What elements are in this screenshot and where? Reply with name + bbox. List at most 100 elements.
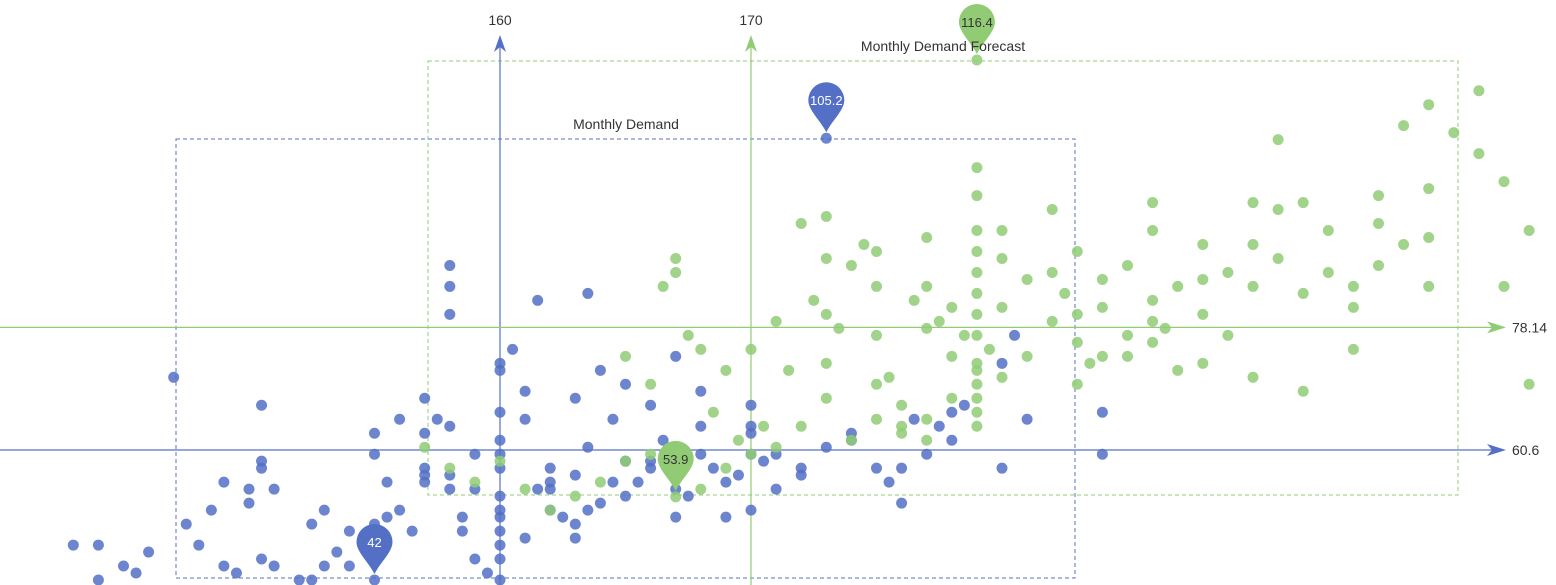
series-1-point[interactable] <box>682 490 694 502</box>
series-2-point[interactable] <box>1222 329 1234 341</box>
series-1-point[interactable] <box>444 420 456 432</box>
series-1-point[interactable] <box>883 476 895 488</box>
series-2-point[interactable] <box>908 294 920 306</box>
series-1-point[interactable] <box>820 441 832 453</box>
series-2-point[interactable] <box>1071 378 1083 390</box>
series-1-point[interactable] <box>205 504 217 516</box>
series-2-point[interactable] <box>1159 322 1171 334</box>
series-2-point[interactable] <box>971 225 983 237</box>
series-1-point[interactable] <box>130 567 142 579</box>
series-2-point[interactable] <box>1071 245 1083 257</box>
series-2-point[interactable] <box>770 441 782 453</box>
series-1-point[interactable] <box>193 539 205 551</box>
series-1-point[interactable] <box>256 399 268 411</box>
series-1-point[interactable] <box>92 539 104 551</box>
series-2-point[interactable] <box>971 162 983 174</box>
series-2-point[interactable] <box>1297 287 1309 299</box>
series-2-point[interactable] <box>971 420 983 432</box>
series-1-point[interactable] <box>620 490 631 502</box>
series-1-point[interactable] <box>582 441 594 453</box>
series-2-point[interactable] <box>820 308 832 320</box>
series-2-point[interactable] <box>871 378 882 390</box>
series-2-point[interactable] <box>707 406 719 418</box>
series-2-point[interactable] <box>1122 350 1133 362</box>
series-2-point[interactable] <box>996 301 1008 313</box>
series-2-point[interactable] <box>758 420 770 432</box>
series-2-point[interactable] <box>783 364 795 376</box>
series-2-point[interactable] <box>444 462 456 474</box>
series-2-point[interactable] <box>745 448 757 460</box>
series-1-point[interactable] <box>343 560 355 572</box>
series-1-point[interactable] <box>996 462 1008 474</box>
series-2-point[interactable] <box>820 211 832 223</box>
series-1-point[interactable] <box>381 476 393 488</box>
series-1-point[interactable] <box>431 413 443 425</box>
series-1-point[interactable] <box>720 476 732 488</box>
series-2-point[interactable] <box>1147 336 1159 348</box>
series-1-point[interactable] <box>582 287 594 299</box>
series-2-point[interactable] <box>695 483 707 495</box>
series-2-point[interactable] <box>732 434 744 446</box>
series-1-point[interactable] <box>444 483 456 495</box>
series-2-point[interactable] <box>1197 273 1209 285</box>
series-2-point[interactable] <box>645 378 657 390</box>
series-1-point[interactable] <box>318 504 330 516</box>
series-2-point[interactable] <box>871 329 882 341</box>
series-1-point[interactable] <box>180 518 192 530</box>
series-2-point[interactable] <box>896 399 908 411</box>
series-2-point[interactable] <box>971 329 983 341</box>
series-2-point[interactable] <box>1021 350 1033 362</box>
series-2-point[interactable] <box>670 491 682 503</box>
series-2-point[interactable] <box>1473 148 1485 160</box>
series-2-point[interactable] <box>1398 120 1410 132</box>
series-2-point[interactable] <box>1272 134 1284 146</box>
series-1-point[interactable] <box>896 462 908 474</box>
series-1-point[interactable] <box>268 560 280 572</box>
series-1-point[interactable] <box>456 511 468 523</box>
series-2-point[interactable] <box>896 420 908 432</box>
series-2-point[interactable] <box>770 315 782 327</box>
series-2-point[interactable] <box>620 350 631 362</box>
series-1-point[interactable] <box>908 413 920 425</box>
series-2-point[interactable] <box>657 280 669 292</box>
series-1-point[interactable] <box>143 546 155 558</box>
series-2-point[interactable] <box>1222 266 1234 278</box>
series-1-point[interactable] <box>695 385 707 397</box>
series-2-point[interactable] <box>594 476 606 488</box>
series-1-point[interactable] <box>243 497 255 509</box>
series-1-point[interactable] <box>720 511 732 523</box>
series-2-point[interactable] <box>670 266 682 278</box>
series-1-point[interactable] <box>946 434 958 446</box>
series-1-point[interactable] <box>306 574 318 585</box>
series-2-point[interactable] <box>845 259 857 271</box>
series-2-point[interactable] <box>795 420 807 432</box>
series-1-point[interactable] <box>318 560 330 572</box>
series-2-point[interactable] <box>996 252 1008 264</box>
series-1-point[interactable] <box>419 476 431 488</box>
series-2-point[interactable] <box>795 218 807 230</box>
series-2-point[interactable] <box>1172 364 1184 376</box>
series-2-point[interactable] <box>1423 99 1435 111</box>
series-2-point[interactable] <box>1272 204 1284 216</box>
series-2-point[interactable] <box>1247 280 1259 292</box>
series-2-point[interactable] <box>983 343 995 355</box>
series-1-point[interactable] <box>820 132 832 144</box>
series-2-point[interactable] <box>1197 308 1209 320</box>
series-2-point[interactable] <box>1373 259 1384 271</box>
series-1-point[interactable] <box>394 413 406 425</box>
series-1-point[interactable] <box>594 364 606 376</box>
series-2-point[interactable] <box>720 462 732 474</box>
series-1-point[interactable] <box>745 504 757 516</box>
series-1-point[interactable] <box>745 420 757 432</box>
series-1-point[interactable] <box>456 525 468 537</box>
series-1-point[interactable] <box>544 462 556 474</box>
series-1-point[interactable] <box>569 518 581 530</box>
series-2-point[interactable] <box>544 504 556 516</box>
series-1-point[interactable] <box>494 434 506 446</box>
series-2-point[interactable] <box>883 371 895 383</box>
series-1-point[interactable] <box>469 448 481 460</box>
series-2-point[interactable] <box>971 364 983 376</box>
series-2-point[interactable] <box>1347 343 1359 355</box>
series-1-point[interactable] <box>532 294 544 306</box>
series-1-point[interactable] <box>494 364 506 376</box>
